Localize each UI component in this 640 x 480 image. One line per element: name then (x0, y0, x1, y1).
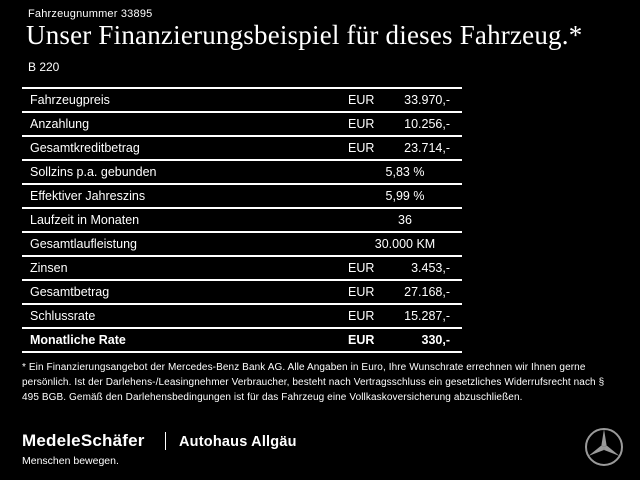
table-row: Gesamtlaufleistung 30.000 KM (22, 231, 462, 255)
vehicle-model: B 220 (28, 60, 60, 74)
row-label: Gesamtlaufleistung (30, 237, 138, 251)
table-row: Gesamtbetrag EUR 27.168,- (22, 279, 462, 303)
row-label: Effektiver Jahreszins (30, 189, 146, 203)
table-row: Monatliche Rate EUR 330,- (22, 327, 462, 351)
table-row: Laufzeit in Monaten 36 (22, 207, 462, 231)
row-label: Gesamtkreditbetrag (30, 141, 140, 155)
row-currency: EUR (348, 141, 375, 155)
row-value: 10.256,- (404, 117, 450, 131)
mercedes-star-icon (584, 427, 624, 467)
row-value: 30.000 KM (374, 237, 436, 251)
row-label: Gesamtbetrag (30, 285, 110, 299)
row-label: Schlussrate (30, 309, 96, 323)
table-row: Gesamtkreditbetrag EUR 23.714,- (22, 135, 462, 159)
row-currency: EUR (348, 93, 375, 107)
row-label: Sollzins p.a. gebunden (30, 165, 157, 179)
row-value: 23.714,- (404, 141, 450, 155)
row-currency: EUR (348, 117, 375, 131)
table-row: Fahrzeugpreis EUR 33.970,- (22, 87, 462, 111)
row-value: 33.970,- (404, 93, 450, 107)
row-currency: EUR (348, 309, 375, 323)
row-value: 5,83 % (385, 165, 425, 179)
row-value: 15.287,- (404, 309, 450, 323)
footnote: * Ein Finanzierungsangebot der Mercedes-… (22, 362, 605, 403)
row-value: 3.453,- (411, 261, 450, 275)
row-value: 27.168,- (404, 285, 450, 299)
row-currency: EUR (348, 333, 375, 347)
row-value: 330,- (421, 333, 451, 347)
dealer-tagline: Menschen bewegen. (22, 455, 119, 467)
row-label: Zinsen (30, 261, 68, 275)
table-row: Sollzins p.a. gebunden 5,83 % (22, 159, 462, 183)
table-row: Schlussrate EUR 15.287,- (22, 303, 462, 327)
row-label: Anzahlung (30, 117, 90, 131)
row-value: 36 (398, 213, 412, 227)
row-currency: EUR (348, 285, 375, 299)
dealer-logo-medeleschaefer: MedeleSchäfer (22, 431, 145, 450)
row-currency: EUR (348, 261, 375, 275)
table-row: Zinsen EUR 3.453,- (22, 255, 462, 279)
page-title: Unser Finanzierungsbeispiel für dieses F… (26, 20, 583, 50)
table-row: Effektiver Jahreszins 5,99 % (22, 183, 462, 207)
row-label: Laufzeit in Monaten (30, 213, 140, 227)
finance-table: Fahrzeugpreis EUR 33.970,- Anzahlung EUR 10.2… (22, 87, 462, 353)
vehicle-number: Fahrzeugnummer 33895 (28, 8, 153, 20)
row-label: Monatliche Rate (30, 333, 126, 347)
footer-divider (165, 432, 166, 450)
dealer-logo-autohaus-allgaeu: Autohaus Allgäu (179, 434, 297, 450)
row-label: Fahrzeugpreis (30, 93, 110, 107)
row-value: 5,99 % (385, 189, 425, 203)
table-row: Anzahlung EUR 10.256,- (22, 111, 462, 135)
